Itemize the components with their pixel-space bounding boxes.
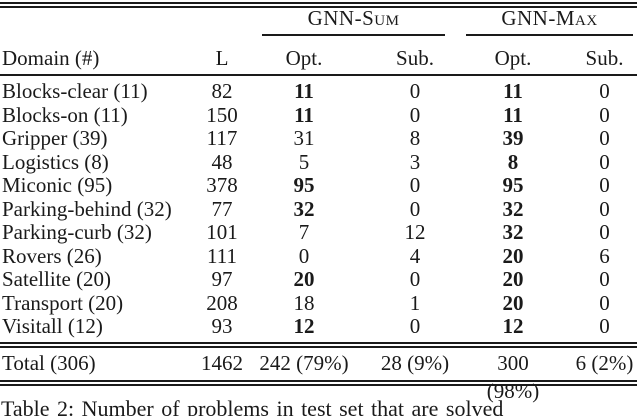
gnn-max-opt-value: 20 <box>502 267 524 291</box>
plan-length-value: 97 <box>211 267 233 291</box>
plan-length-value: 378 <box>206 173 238 197</box>
gnn-sum-opt-value: 0 <box>298 243 310 268</box>
gnn-sum-opt-value: 5 <box>298 149 310 174</box>
gnn-sum-sub-value: 0 <box>409 196 421 221</box>
domain-label: Blocks-on (11) <box>2 102 128 127</box>
gnn-sum-sub-value: 3 <box>409 149 421 174</box>
header-domain: Domain (#) <box>2 46 100 70</box>
gnn-sum-sub-value: 0 <box>409 314 421 338</box>
total-plan-length-value: 1462 <box>201 351 243 375</box>
gnn-max-sub-value: 6 <box>599 243 610 268</box>
gnn-max-sub-value: 0 <box>599 126 610 150</box>
gnn-sum-opt-value: 95 <box>293 173 315 197</box>
gnn-max-sub-value: 0 <box>599 267 610 291</box>
header-max-opt: Opt. <box>494 46 532 70</box>
domain-label: Transport (20) <box>2 290 124 315</box>
domain-label: Rovers (26) <box>2 243 102 268</box>
total-gnn-max-opt-value: 300 (98%) <box>486 351 540 403</box>
plan-length-value: 117 <box>206 126 238 150</box>
gnn-max-opt-value: 20 <box>502 290 524 315</box>
gnn-sum-sub-value: 0 <box>409 267 421 291</box>
gnn-max-sub-value: 0 <box>599 173 610 197</box>
gnn-max-opt-value: 11 <box>503 79 523 103</box>
gnn-sum-opt-value: 20 <box>293 267 315 291</box>
header-l: L <box>215 46 229 70</box>
gnn-sum-sub-value: 0 <box>409 102 421 127</box>
table-body: Blocks-clear (11) 82 11 0 11 0 Blocks-on… <box>0 79 637 339</box>
gnn-sum-sub-value: 0 <box>409 79 421 103</box>
plan-length-value: 93 <box>211 314 233 338</box>
total-label: Total (306) <box>2 351 96 375</box>
group-header-gnn-sum: GNN-Sum <box>307 6 400 30</box>
rule-bottom <box>0 380 637 386</box>
domain-label: Parking-curb (32) <box>2 220 152 244</box>
column-header-row: Domain (#) L Opt. Sub. Opt. Sub. <box>0 40 637 74</box>
header-sum-sub: Sub. <box>396 46 434 70</box>
gnn-sum-opt-value: 18 <box>293 290 315 315</box>
domain-label: Visitall (12) <box>2 314 103 338</box>
total-gnn-max-sub-value: 6 (2%) <box>575 351 634 375</box>
gnn-max-opt-value: 11 <box>503 102 523 127</box>
gnn-max-sub-value: 0 <box>599 314 610 338</box>
total-gnn-sum-sub-value: 28 (9%) <box>380 351 450 375</box>
gnn-max-opt-value: 95 <box>502 173 524 197</box>
gnn-sum-opt-value: 31 <box>293 126 315 150</box>
plan-length-value: 101 <box>206 220 238 244</box>
plan-length-value: 77 <box>211 196 233 221</box>
gnn-sum-opt-value: 32 <box>293 196 315 221</box>
header-max-sub: Sub. <box>585 46 624 70</box>
gnn-max-opt-value: 32 <box>502 220 524 244</box>
gnn-max-opt-value: 32 <box>502 196 524 221</box>
rule-gnn-max <box>466 34 633 36</box>
domain-label: Satellite (20) <box>2 267 112 291</box>
table-caption: Table 2: Number of problems in test set … <box>1 396 504 416</box>
domain-label: Miconic (95) <box>2 173 113 197</box>
rule-pre-total <box>0 342 637 348</box>
gnn-sum-sub-value: 0 <box>409 173 421 197</box>
domain-label: Parking-behind (32) <box>2 196 172 221</box>
gnn-sum-sub-value: 1 <box>409 290 421 315</box>
gnn-max-sub-value: 0 <box>599 196 610 221</box>
plan-length-value: 48 <box>211 149 233 174</box>
total-row: Total (306) 1462 242 (79%) 28 (9%) 300 (… <box>0 349 637 403</box>
domain-label: Logistics (8) <box>2 149 109 174</box>
gnn-sum-opt-value: 11 <box>294 102 314 127</box>
gnn-sum-opt-value: 12 <box>293 314 315 338</box>
plan-length-value: 208 <box>206 290 238 315</box>
gnn-max-sub-value: 0 <box>599 102 610 127</box>
gnn-max-sub-value: 0 <box>599 290 610 315</box>
gnn-max-opt-value: 39 <box>502 126 524 150</box>
plan-length-value: 82 <box>211 79 233 103</box>
domain-label: Gripper (39) <box>2 126 108 150</box>
plan-length-value: 150 <box>206 102 238 127</box>
gnn-sum-sub-value: 4 <box>409 243 421 268</box>
gnn-sum-opt-value: 7 <box>298 220 310 244</box>
rule-header <box>0 74 637 76</box>
total-gnn-sum-opt-value: 242 (79%) <box>259 351 349 375</box>
gnn-max-opt-value: 8 <box>507 149 519 174</box>
gnn-max-sub-value: 0 <box>599 220 610 244</box>
domain-label: Blocks-clear (11) <box>2 79 148 103</box>
gnn-max-opt-value: 12 <box>502 314 524 338</box>
header-sum-opt: Opt. <box>285 46 323 70</box>
gnn-sum-opt-value: 11 <box>294 79 314 103</box>
gnn-sum-sub-value: 8 <box>409 126 421 150</box>
plan-length-value: 111 <box>207 243 237 268</box>
group-header-gnn-max: GNN-Max <box>501 6 598 30</box>
gnn-sum-sub-value: 12 <box>404 220 426 244</box>
gnn-max-sub-value: 0 <box>599 79 610 103</box>
gnn-max-opt-value: 20 <box>502 243 524 268</box>
gnn-max-sub-value: 0 <box>599 149 610 174</box>
rule-top <box>0 2 637 8</box>
rule-gnn-sum <box>262 34 445 36</box>
